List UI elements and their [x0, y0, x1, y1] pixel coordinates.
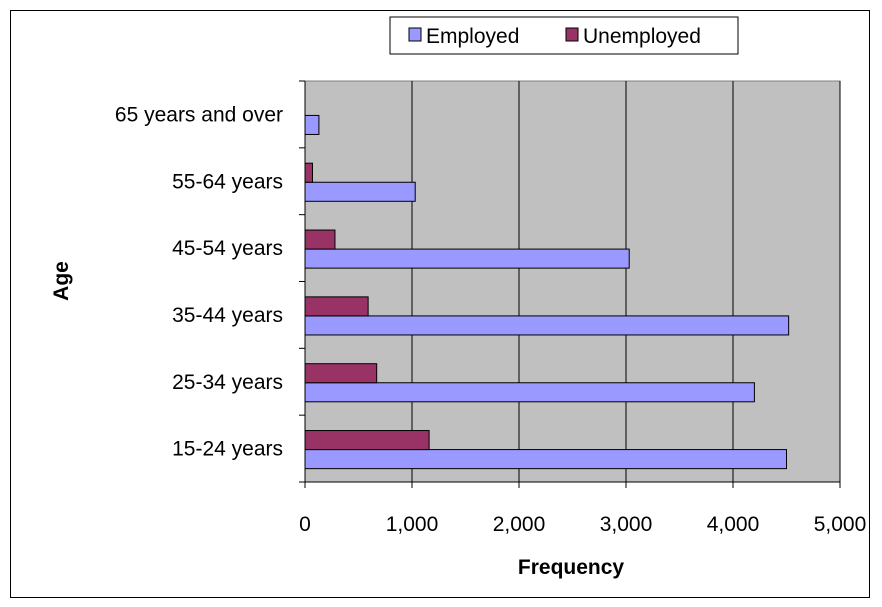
- gridlines: [411, 81, 841, 482]
- bar-unemployed: [304, 296, 369, 317]
- legend-box: [389, 16, 739, 55]
- x-tick-label: 4,000: [707, 513, 760, 536]
- x-tick-label: 1,000: [386, 513, 439, 536]
- x-tick-label: 0: [299, 513, 311, 536]
- plot-area: [304, 80, 841, 483]
- axes: [299, 80, 841, 488]
- bar-employed: [304, 382, 755, 403]
- bar-unemployed: [304, 162, 313, 183]
- legend-swatch: [408, 27, 422, 42]
- bar-employed: [304, 181, 416, 202]
- x-tick-label: 5,000: [814, 513, 867, 536]
- bar-employed: [304, 248, 630, 269]
- tick-labels: 0 1,000 2,000 3,000 4,000 5,000 15-24 years 25-…: [115, 103, 866, 536]
- bar-employed: [304, 315, 790, 336]
- y-tick-label: 65 years and over: [115, 103, 283, 126]
- legend-label: Employed: [426, 25, 519, 48]
- bar-unemployed: [304, 229, 336, 250]
- legend-swatch: [565, 27, 579, 42]
- bar-unemployed: [304, 430, 430, 451]
- bars: [304, 114, 790, 470]
- y-tick-label: 25-34 years: [172, 371, 283, 394]
- legend-label: Unemployed: [583, 25, 701, 48]
- bar-unemployed: [304, 363, 378, 384]
- x-axis-title: Frequency: [518, 556, 625, 579]
- y-tick-label: 45-54 years: [172, 237, 283, 260]
- y-tick-label: 35-44 years: [172, 304, 283, 327]
- legend: Employed Unemployed: [389, 16, 739, 55]
- bar-employed: [304, 114, 320, 135]
- y-axis-title: Age: [50, 261, 73, 301]
- y-tick-label: 55-64 years: [172, 170, 283, 193]
- bar-employed: [304, 449, 787, 470]
- x-tick-label: 2,000: [493, 513, 546, 536]
- x-tick-label: 3,000: [600, 513, 653, 536]
- y-tick-label: 15-24 years: [172, 438, 283, 461]
